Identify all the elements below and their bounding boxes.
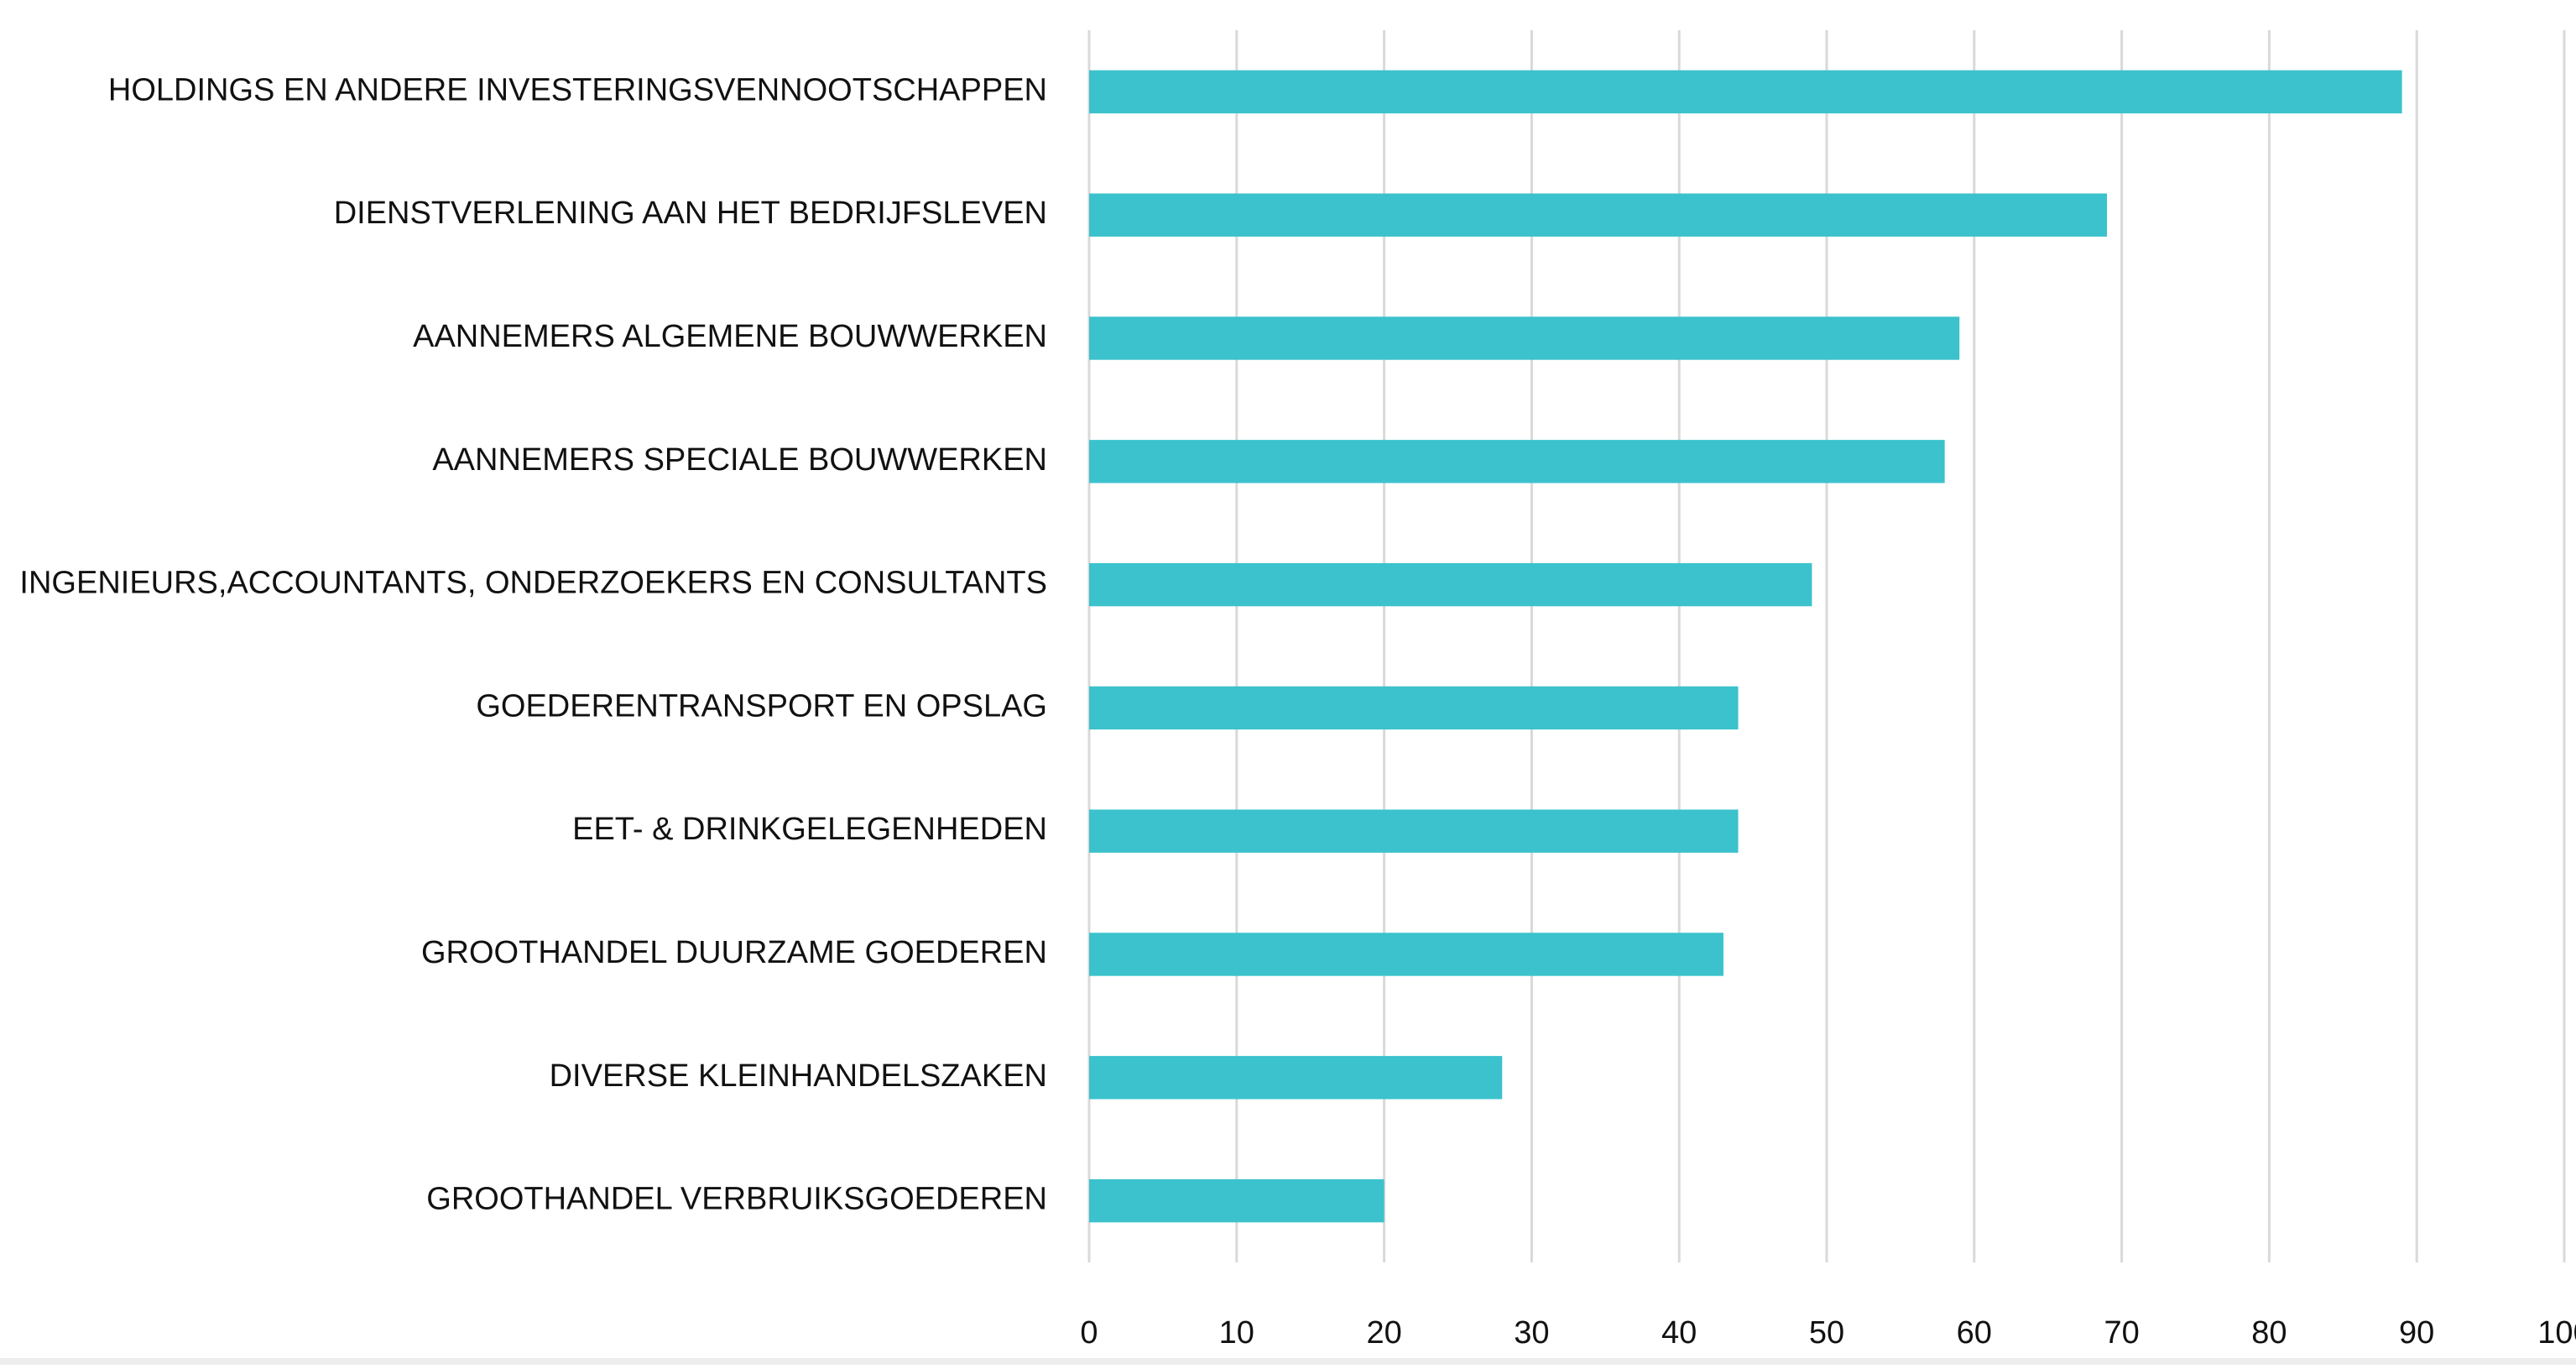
bars [1089,70,2402,1223]
bar [1089,809,1739,853]
x-tick-label: 10 [1219,1315,1254,1351]
category-label: HOLDINGS EN ANDERE INVESTERINGSVENNOOTSC… [108,72,1047,107]
x-tick-label: 70 [2104,1315,2139,1351]
x-tick-label: 0 [1080,1315,1098,1351]
bar [1089,316,1960,360]
bar [1089,1178,1384,1223]
bar [1089,562,1812,607]
x-tick-label: 90 [2399,1315,2434,1351]
category-label: EET- & DRINKGELEGENHEDEN [572,812,1047,847]
category-label: AANNEMERS ALGEMENE BOUWWERKEN [413,319,1047,354]
x-tick-label: 20 [1366,1315,1401,1351]
bottom-divider [0,1358,2576,1365]
category-label: GOEDERENTRANSPORT EN OPSLAG [476,688,1047,724]
x-tick-label: 50 [1809,1315,1844,1351]
bar [1089,193,2108,237]
bar [1089,933,1723,976]
x-tick-label: 100 [2537,1315,2576,1351]
category-label: GROOTHANDEL VERBRUIKSGOEDEREN [426,1182,1047,1217]
category-label: AANNEMERS SPECIALE BOUWWERKEN [432,442,1047,478]
x-tick-label: 60 [1957,1315,1992,1351]
x-tick-label: 30 [1514,1315,1549,1351]
category-label: DIVERSE KLEINHANDELSZAKEN [550,1058,1047,1094]
x-axis-ticks: 0 10 20 30 40 50 60 70 80 90 100 [1080,1315,2576,1351]
bar [1089,440,1945,483]
bar [1089,70,2402,114]
x-tick-label: 40 [1661,1315,1697,1351]
bar [1089,686,1739,730]
x-tick-label: 80 [2251,1315,2287,1351]
bar [1089,1056,1503,1100]
category-labels: HOLDINGS EN ANDERE INVESTERINGSVENNOOTSC… [19,72,1047,1216]
category-label: INGENIEURS,ACCOUNTANTS, ONDERZOEKERS EN … [19,566,1047,601]
category-label: DIENSTVERLENING AAN HET BEDRIJFSLEVEN [334,196,1047,231]
category-label: GROOTHANDEL DUURZAME GOEDEREN [421,935,1047,970]
